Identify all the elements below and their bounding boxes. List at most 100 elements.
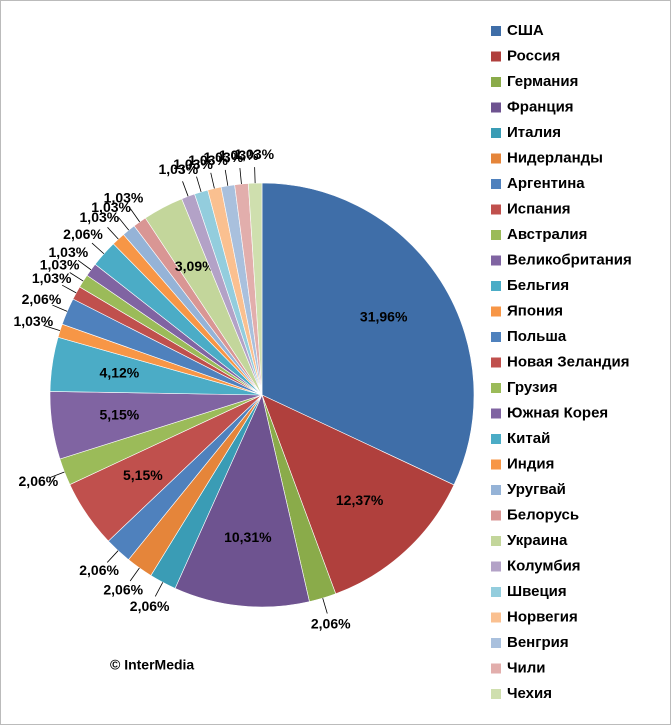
leader-line — [254, 167, 256, 184]
legend-swatch — [491, 26, 501, 36]
legend-label: Нидерланды — [507, 149, 603, 166]
legend-swatch — [491, 536, 501, 546]
legend-label: Япония — [507, 302, 563, 319]
legend-label: Норвегия — [507, 608, 578, 625]
legend-swatch — [491, 306, 501, 317]
legend-swatch — [491, 383, 501, 393]
leader-line — [182, 181, 189, 197]
legend-label: Бельгия — [507, 277, 569, 294]
data-label: 2,06% — [130, 598, 170, 614]
legend-swatch — [491, 663, 501, 674]
legend-label: Германия — [507, 73, 578, 90]
leader-line — [239, 168, 242, 185]
legend-swatch — [491, 77, 501, 87]
data-label: 31,96% — [360, 308, 408, 324]
legend-swatch — [491, 332, 501, 342]
leader-line — [130, 208, 141, 223]
legend-swatch — [491, 638, 501, 648]
data-label: 4,12% — [100, 365, 140, 381]
data-label: 1,03% — [13, 313, 53, 329]
legend-swatch — [491, 587, 501, 597]
leader-line — [322, 598, 328, 614]
legend-swatch — [491, 408, 501, 419]
legend-label: Австралия — [507, 226, 587, 243]
copyright: © InterMedia — [110, 657, 194, 673]
leader-line — [154, 582, 164, 597]
legend-swatch — [491, 561, 501, 572]
data-label: 3,09% — [175, 258, 215, 274]
leader-line — [106, 550, 119, 563]
legend-label: Южная Корея — [507, 404, 608, 421]
leader-line — [77, 259, 92, 271]
legend-swatch — [491, 179, 501, 189]
data-label: 2,06% — [22, 291, 62, 307]
data-label: 1,03% — [188, 152, 228, 168]
legend-label: Франция — [507, 98, 574, 115]
legend-label: Украина — [507, 532, 568, 549]
leader-line — [129, 567, 140, 582]
legend-label: Польша — [507, 328, 567, 345]
legend-swatch — [491, 153, 501, 164]
data-label: 1,03% — [91, 199, 131, 215]
legend-label: Венгрия — [507, 634, 569, 651]
legend-swatch — [491, 434, 501, 444]
leader-line — [210, 172, 215, 189]
legend-swatch — [491, 204, 501, 215]
legend-label: Чехия — [507, 685, 552, 702]
data-label: 1,03% — [173, 156, 213, 172]
legend-label: Индия — [507, 455, 554, 472]
legend-label: Уругвай — [507, 481, 566, 498]
legend-swatch — [491, 510, 501, 521]
pie-slice — [261, 182, 475, 486]
leader-line — [61, 284, 77, 294]
legend-label: Белорусь — [507, 506, 579, 523]
legend-swatch — [491, 459, 501, 470]
data-label: 1,03% — [104, 190, 144, 206]
data-label: 2,06% — [79, 562, 119, 578]
data-label: 1,03% — [49, 244, 89, 260]
data-label: 2,06% — [63, 226, 103, 242]
legend-swatch — [491, 357, 501, 368]
data-label: 5,15% — [123, 467, 163, 483]
legend-label: Швеция — [507, 583, 567, 600]
data-label: 10,31% — [224, 529, 272, 545]
legend-swatch — [491, 485, 501, 495]
legend-label: Новая Зеландия — [507, 353, 629, 370]
legend-swatch — [491, 281, 501, 291]
legend-swatch — [491, 230, 501, 240]
leader-line — [52, 304, 68, 312]
leader-line — [91, 242, 105, 255]
legend-swatch — [491, 128, 501, 138]
data-label: 1,03% — [219, 147, 259, 163]
legend-label: Россия — [507, 47, 560, 64]
legend-label: США — [507, 22, 544, 39]
legend-label: Аргентина — [507, 175, 585, 192]
legend-swatch — [491, 51, 501, 62]
leader-line — [69, 272, 84, 282]
leader-line — [44, 325, 61, 332]
data-label: 2,06% — [311, 616, 351, 632]
legend-label: Великобритания — [507, 251, 632, 268]
data-label: 1,03% — [234, 146, 274, 162]
data-label: 1,03% — [158, 161, 198, 177]
legend-swatch — [491, 612, 501, 623]
leader-line — [224, 169, 229, 186]
legend-label: Испания — [507, 200, 571, 217]
legend-label: Чили — [507, 659, 546, 676]
leader-line — [107, 227, 119, 240]
data-label: 12,37% — [336, 492, 384, 508]
data-label: 2,06% — [19, 473, 59, 489]
data-label: 2,06% — [103, 582, 143, 598]
pie-slice — [261, 394, 455, 595]
leader-line — [118, 217, 130, 231]
legend-label: Колумбия — [507, 557, 581, 574]
legend-label: Китай — [507, 430, 550, 447]
data-label: 1,03% — [40, 257, 80, 273]
data-label: 1,03% — [80, 209, 120, 225]
data-label: 5,15% — [99, 407, 139, 423]
legend-label: Грузия — [507, 379, 557, 396]
legend-swatch — [491, 689, 501, 699]
legend-label: Италия — [507, 124, 561, 141]
data-label: 1,03% — [203, 149, 243, 165]
